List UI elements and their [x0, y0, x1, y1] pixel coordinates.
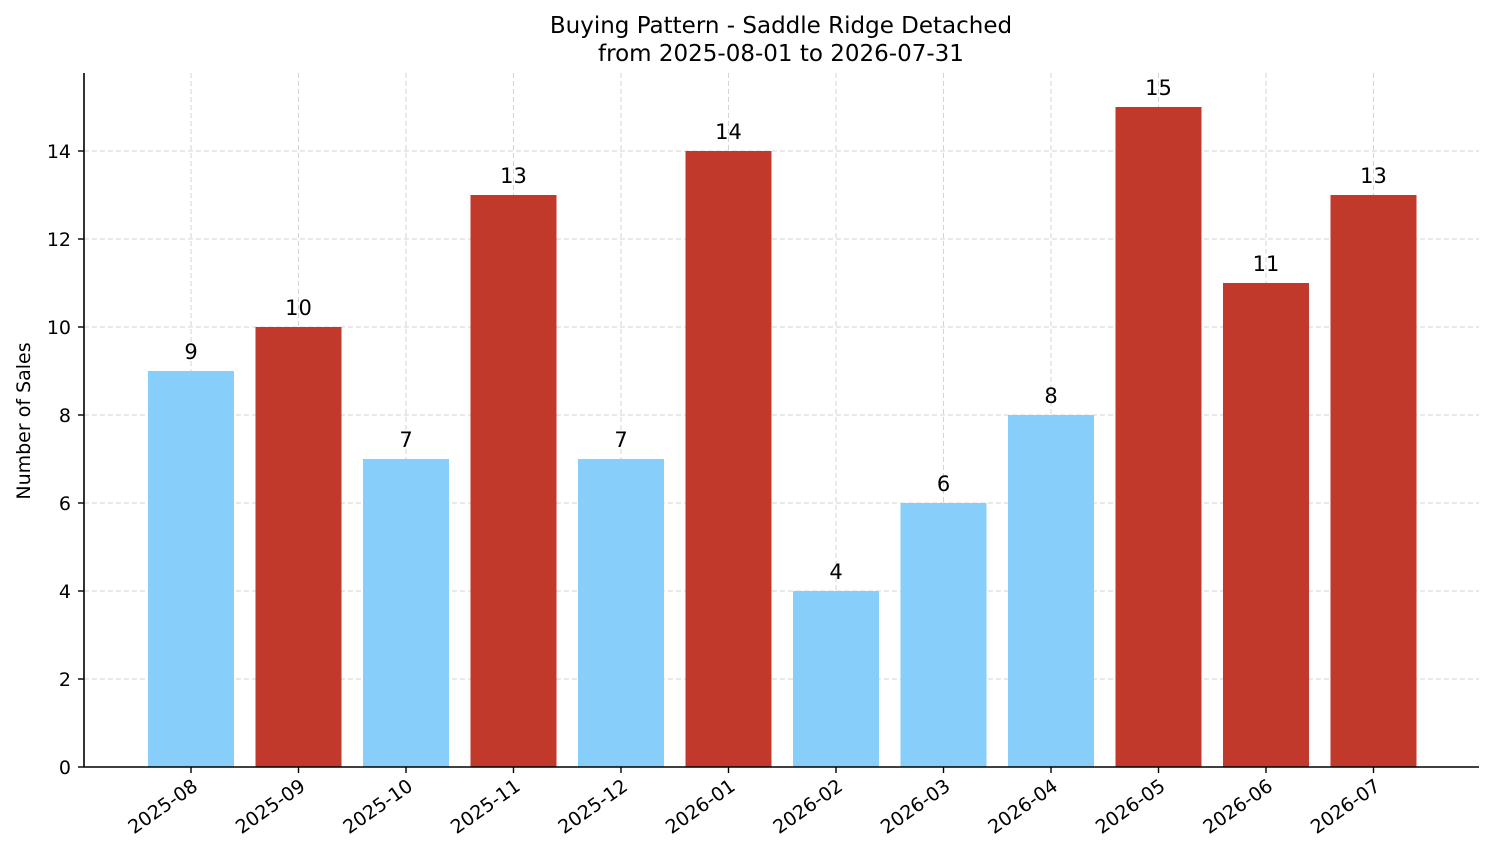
bar-value-label: 9: [184, 340, 197, 364]
bar: [1115, 107, 1202, 767]
y-axis-label: Number of Sales: [13, 342, 35, 499]
bar: [900, 503, 987, 767]
bar: [1008, 415, 1094, 767]
x-tick-label: 2025-12: [554, 775, 632, 839]
y-tick-label: 6: [59, 493, 71, 515]
bar-value-label: 4: [829, 560, 842, 584]
y-tick-label: 4: [59, 581, 71, 603]
bar: [793, 591, 879, 767]
bar-value-label: 7: [614, 428, 627, 452]
chart-title: Buying Pattern - Saddle Ridge Detached: [550, 13, 1012, 39]
bar-value-label: 8: [1044, 384, 1057, 408]
x-tick-label: 2025-11: [447, 775, 525, 839]
y-tick-label: 10: [47, 317, 71, 339]
x-tick-label: 2026-04: [984, 775, 1062, 839]
y-tick-label: 12: [47, 229, 71, 251]
x-tick-label: 2025-10: [339, 775, 417, 839]
bar-value-label: 15: [1145, 76, 1172, 100]
bar: [1223, 283, 1309, 767]
bars: [148, 107, 1417, 767]
x-tick-label: 2026-01: [662, 775, 740, 839]
bar: [1330, 195, 1417, 767]
bar: [255, 327, 342, 767]
bar: [578, 459, 664, 767]
bar-value-label: 13: [500, 164, 527, 188]
value-labels: 9 10 7 13 7 14 4 6 8 15 11 13: [184, 76, 1387, 584]
bar-value-label: 10: [285, 296, 312, 320]
bar: [363, 459, 449, 767]
bar-value-label: 11: [1253, 252, 1280, 276]
y-tick-label: 14: [47, 141, 71, 163]
x-tick-label: 2026-06: [1199, 775, 1277, 839]
x-tick-label: 2026-05: [1092, 775, 1170, 839]
x-tick-label: 2025-08: [124, 775, 202, 839]
chart-subtitle: from 2025-08-01 to 2026-07-31: [598, 41, 964, 67]
x-tick-label: 2026-02: [769, 775, 847, 839]
bar-value-label: 13: [1360, 164, 1387, 188]
y-tick-label: 2: [59, 669, 71, 691]
bar-value-label: 7: [399, 428, 412, 452]
x-tick-label: 2025-09: [232, 775, 310, 839]
bar-value-label: 6: [937, 472, 950, 496]
x-tick-label: 2026-07: [1307, 775, 1385, 839]
bar: [148, 371, 234, 767]
x-tick-label: 2026-03: [877, 775, 955, 839]
bar-value-label: 14: [715, 120, 742, 144]
y-tick-label: 0: [59, 757, 71, 779]
bar: [685, 151, 772, 767]
bar: [470, 195, 557, 767]
y-tick-label: 8: [59, 405, 71, 427]
